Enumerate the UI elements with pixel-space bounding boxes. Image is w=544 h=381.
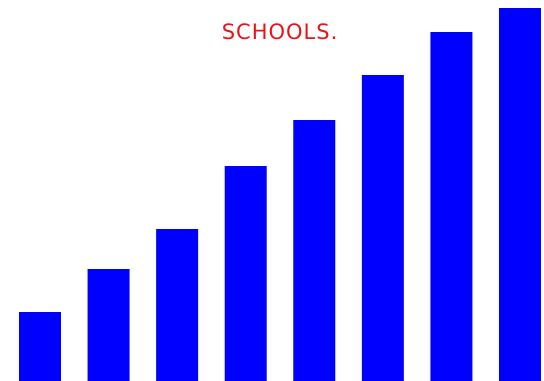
bar — [224, 166, 267, 381]
bar — [156, 229, 199, 381]
bar — [293, 120, 336, 381]
bar — [87, 269, 130, 381]
bar — [19, 312, 61, 381]
chart-title: SCHOOLS. — [222, 20, 339, 44]
bar — [361, 75, 404, 381]
bar — [430, 32, 473, 381]
bar — [498, 8, 541, 381]
